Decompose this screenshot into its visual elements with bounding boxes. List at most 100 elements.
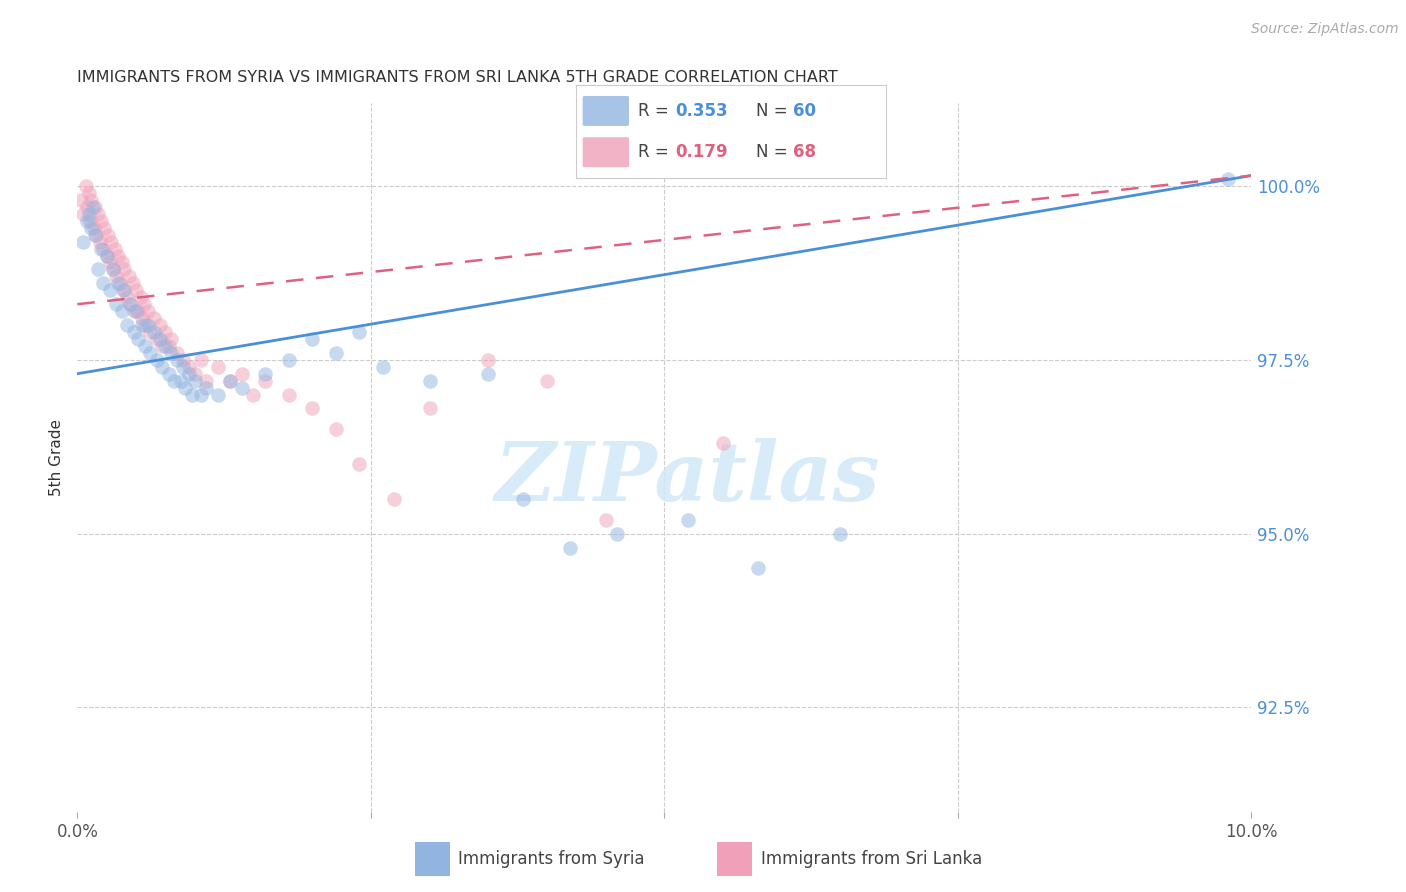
Point (72, 235, 94, 249)
Point (112, 283, 135, 297)
Point (87, 207, 110, 221)
Point (131, 318, 153, 332)
Point (134, 339, 156, 353)
Point (125, 283, 148, 297)
Point (101, 262, 124, 277)
Point (87, 262, 110, 277)
Point (195, 381, 218, 395)
Point (125, 304, 148, 318)
Point (207, 359, 229, 374)
Point (139, 325, 162, 339)
Point (166, 352, 188, 367)
Point (84, 200, 107, 214)
FancyBboxPatch shape (582, 137, 628, 167)
Point (80, 193, 103, 207)
Point (606, 526, 628, 541)
Point (195, 374, 218, 388)
Point (711, 436, 734, 450)
Point (560, 541, 582, 555)
Point (146, 352, 169, 367)
Point (129, 290, 152, 304)
Point (347, 325, 370, 339)
Point (477, 352, 499, 367)
Point (84, 227, 107, 242)
Point (77, 207, 100, 221)
Point (231, 367, 253, 381)
Point (70, 193, 93, 207)
Point (127, 332, 149, 346)
Point (136, 318, 159, 332)
Point (148, 318, 170, 332)
Point (325, 422, 347, 436)
Point (105, 297, 128, 311)
Point (111, 255, 134, 269)
Point (148, 332, 170, 346)
Point (177, 367, 200, 381)
Point (419, 374, 441, 388)
Point (107, 248, 129, 262)
Point (77, 186, 100, 200)
Point (96, 248, 118, 262)
Point (181, 387, 204, 401)
Point (91, 277, 114, 291)
Point (76, 200, 98, 214)
Point (157, 367, 180, 381)
Point (122, 304, 145, 318)
Point (1216, 172, 1239, 186)
Point (155, 325, 177, 339)
Point (301, 401, 323, 416)
Point (134, 297, 156, 311)
Point (155, 339, 177, 353)
Point (177, 359, 200, 374)
Point (172, 352, 194, 367)
Point (134, 318, 156, 332)
Point (136, 304, 159, 318)
Point (115, 290, 138, 304)
Point (98, 283, 121, 297)
Point (112, 262, 135, 277)
Point (166, 346, 188, 360)
Point (115, 318, 138, 332)
Point (97, 227, 120, 242)
Point (160, 346, 183, 360)
Point (219, 374, 242, 388)
Point (82, 200, 104, 214)
Point (207, 387, 229, 401)
Point (347, 457, 370, 471)
Point (127, 304, 149, 318)
Point (101, 262, 124, 277)
Point (150, 359, 173, 374)
Text: 0.353: 0.353 (675, 102, 728, 120)
Point (301, 332, 323, 346)
Point (242, 387, 264, 401)
Point (80, 220, 103, 235)
Point (105, 269, 128, 284)
Point (93, 220, 115, 235)
Point (111, 304, 134, 318)
Text: Source: ZipAtlas.com: Source: ZipAtlas.com (1251, 22, 1399, 37)
Point (160, 332, 183, 346)
Point (157, 339, 180, 353)
Point (89, 235, 111, 249)
Point (371, 359, 394, 374)
Point (146, 332, 169, 346)
Point (107, 277, 129, 291)
Point (90, 213, 112, 227)
Point (325, 346, 347, 360)
Point (254, 367, 277, 381)
Point (90, 242, 112, 256)
Text: ZIPatlas: ZIPatlas (495, 438, 880, 518)
Text: 0.179: 0.179 (675, 144, 728, 161)
FancyBboxPatch shape (582, 96, 628, 126)
Point (747, 561, 769, 575)
Point (150, 339, 173, 353)
Point (131, 311, 153, 326)
Point (190, 387, 212, 401)
Point (108, 277, 131, 291)
Text: Immigrants from Sri Lanka: Immigrants from Sri Lanka (761, 850, 981, 868)
Point (122, 325, 145, 339)
Point (83, 220, 105, 235)
Point (172, 359, 194, 374)
Point (100, 235, 122, 249)
Point (536, 374, 558, 388)
